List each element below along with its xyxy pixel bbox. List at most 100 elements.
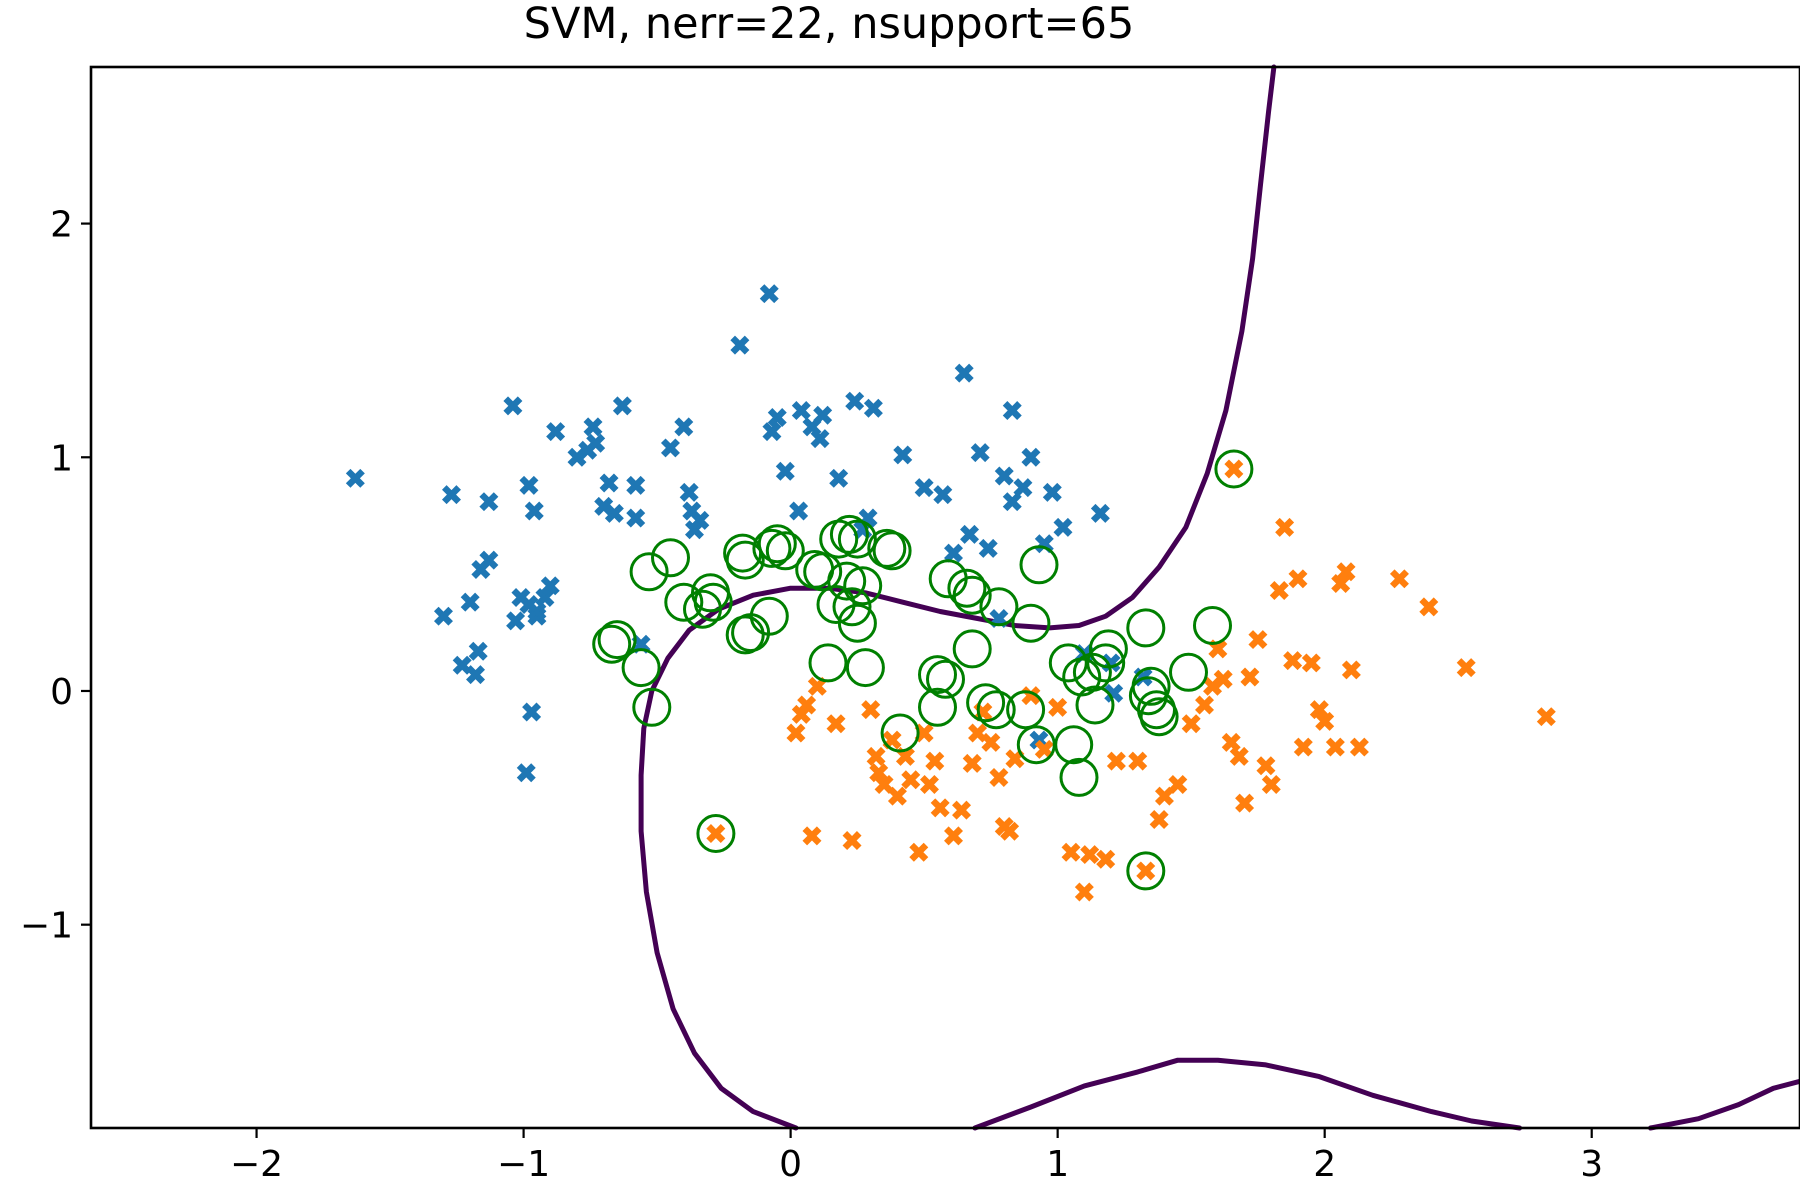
point-class-1-66 (1341, 660, 1361, 680)
x-tick-label-5: 2 (1313, 1144, 1336, 1185)
point-class-0-19 (527, 602, 547, 622)
point-class-0-5 (460, 592, 480, 612)
support-vector-ring-35 (808, 643, 848, 683)
point-class-1-29 (1000, 821, 1020, 841)
support-vector-ring-4 (664, 582, 704, 622)
point-class-1-55 (1269, 580, 1289, 600)
point-class-1-69 (1419, 597, 1439, 617)
point-class-0-26 (583, 417, 603, 437)
point-class-1-71 (1536, 707, 1556, 727)
point-class-0-9 (479, 550, 499, 570)
y-tick-label-3: 1 (50, 438, 73, 479)
support-vector-ring-2 (629, 552, 669, 592)
point-class-1-22 (952, 800, 972, 820)
point-class-0-65 (1002, 401, 1022, 421)
support-vector-ring-63 (691, 573, 730, 613)
support-vector-ring-58 (1054, 725, 1094, 765)
point-class-0-59 (944, 543, 964, 563)
point-class-0-42 (759, 284, 779, 304)
support-vector-ring-28 (1011, 603, 1051, 643)
point-class-1-20 (930, 798, 950, 818)
point-class-0-10 (479, 492, 499, 512)
support-vector-ring-10 (752, 528, 792, 568)
point-class-0-2 (442, 485, 461, 505)
point-class-0-60 (954, 363, 974, 383)
point-class-1-59 (1293, 737, 1313, 757)
point-class-0-16 (522, 702, 542, 722)
support-vector-ring-37 (918, 655, 957, 695)
point-class-0-73 (1090, 503, 1110, 523)
support-vector-ring-29 (1019, 545, 1059, 585)
point-class-1-73 (1136, 861, 1156, 881)
support-vector-ring-38 (926, 659, 965, 699)
support-vector-ring-43 (1006, 690, 1046, 730)
point-class-1-56 (1275, 517, 1295, 537)
support-vector-ring-64 (795, 550, 835, 589)
point-class-1-72 (1224, 459, 1244, 479)
point-class-0-40 (690, 510, 710, 530)
point-class-1-8 (861, 700, 881, 720)
support-vector-ring-31 (597, 620, 637, 660)
decision-boundary-segment-1 (638, 64, 1277, 1131)
decision-boundary-segment-2 (972, 1057, 1523, 1131)
point-class-0-75 (1104, 683, 1124, 703)
support-vector-ring-27 (979, 587, 1019, 627)
point-class-1-7 (842, 831, 862, 851)
point-class-0-23 (516, 763, 536, 783)
support-vector-ring-60 (1126, 851, 1166, 891)
point-class-1-54 (1261, 774, 1281, 794)
support-vector-ring-1 (1214, 449, 1254, 489)
point-class-1-39 (1128, 751, 1148, 771)
point-class-1-17 (914, 723, 934, 743)
point-class-1-37 (1096, 849, 1116, 869)
point-class-0-68 (1021, 447, 1041, 467)
decision-boundary-segment-3 (1648, 1078, 1800, 1131)
y-tick-label-2: 0 (50, 672, 73, 713)
point-class-1-13 (887, 786, 907, 806)
point-class-1-52 (1248, 630, 1268, 650)
point-class-1-70 (1456, 658, 1476, 678)
point-class-1-74 (706, 824, 726, 844)
point-class-0-44 (767, 408, 787, 428)
support-vector-ring-32 (621, 648, 661, 688)
point-class-1-48 (1221, 732, 1241, 752)
point-class-1-62 (1315, 711, 1335, 731)
support-vector-ring-62 (837, 519, 877, 559)
point-class-0-37 (679, 482, 699, 502)
support-vector-ring-41 (966, 683, 1006, 723)
support-vector-ring-65 (1139, 697, 1179, 737)
point-class-1-67 (1349, 737, 1369, 757)
point-class-0-58 (933, 485, 953, 505)
point-class-1-47 (1213, 669, 1233, 689)
x-tick-label-6: 3 (1580, 1144, 1603, 1185)
point-class-1-38 (1106, 751, 1126, 771)
point-class-0-64 (994, 466, 1014, 486)
support-vector-ring-48 (1086, 643, 1126, 683)
point-class-1-9 (866, 746, 886, 766)
support-vector-ring-52 (1131, 666, 1171, 706)
point-class-1-23 (962, 753, 982, 773)
point-class-1-5 (826, 714, 846, 734)
support-vector-ring-17 (829, 514, 869, 554)
point-class-0-7 (468, 641, 488, 661)
point-class-1-36 (1080, 845, 1100, 865)
point-class-0-52 (845, 391, 865, 411)
support-vector-ring-47 (1088, 629, 1128, 669)
point-class-1-50 (1235, 793, 1255, 813)
support-vector-ring-54 (1169, 652, 1208, 692)
point-class-0-55 (863, 398, 883, 418)
point-class-1-65 (1336, 562, 1356, 582)
support-vector-ring-13 (749, 596, 789, 636)
y-tick-label-4: 2 (50, 205, 73, 246)
point-class-0-41 (730, 335, 750, 355)
point-class-1-16 (909, 842, 929, 862)
point-class-1-33 (1048, 697, 1068, 717)
support-vector-ring-39 (952, 629, 992, 669)
point-class-1-41 (1154, 786, 1174, 806)
point-class-1-35 (1074, 882, 1094, 902)
point-class-0-47 (791, 401, 811, 421)
y-tick-label-1: −1 (20, 906, 73, 947)
support-vector-ring-21 (837, 603, 877, 643)
point-class-0-14 (519, 475, 539, 495)
